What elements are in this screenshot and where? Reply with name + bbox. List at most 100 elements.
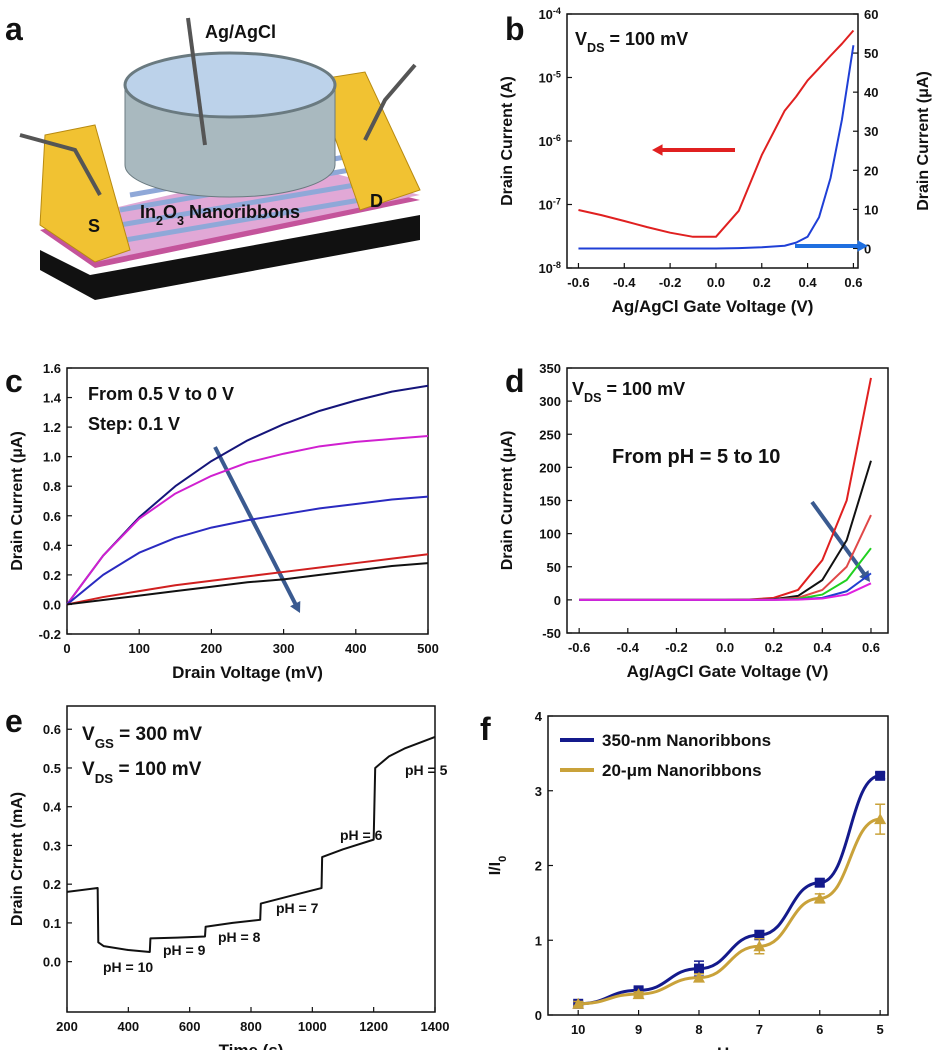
arrow-head <box>859 570 870 582</box>
y-axis-label-part: 0 <box>497 856 509 862</box>
source-label: S <box>88 216 100 236</box>
x-tick-label: 0.2 <box>753 275 771 290</box>
y-axis-label: Drain Current (A) <box>499 76 516 206</box>
x-tick-label: 500 <box>417 641 439 656</box>
annotation-part: DS <box>95 771 114 786</box>
x-axis-label: Time (s) <box>219 1041 284 1050</box>
marker <box>813 892 826 904</box>
y-axis-label: Drain Current (μA) <box>9 431 26 571</box>
cell-top <box>123 51 337 119</box>
y-tick-label: 0.1 <box>43 916 61 931</box>
y-tick-label: 0.6 <box>43 509 61 524</box>
source-probe <box>19 133 102 196</box>
data-line <box>66 434 429 606</box>
substrate <box>40 215 420 300</box>
x-tick-label: 400 <box>117 1019 139 1034</box>
drain-electrode <box>314 71 421 211</box>
y-axis-label: Drain Crrent (mA) <box>9 792 26 926</box>
annotation: pH = 9 <box>163 942 206 958</box>
x-tick-label: -0.4 <box>617 640 640 655</box>
annotation-part: DS <box>587 41 605 55</box>
arrow-head <box>652 144 663 156</box>
y2-tick-label: 0 <box>864 241 871 256</box>
y-tick-label: 0.6 <box>43 722 61 737</box>
marker <box>693 963 704 974</box>
y-tick-label: 150 <box>539 494 561 509</box>
annotation-part: V <box>82 724 95 745</box>
y-tick-label: 0.2 <box>43 568 61 583</box>
y-tick-label: 350 <box>539 361 561 376</box>
x-tick-label: 1400 <box>421 1019 450 1034</box>
x-tick-label: 0 <box>63 641 70 656</box>
data-line <box>579 582 872 601</box>
source-electrode <box>39 124 131 263</box>
channel-label-part: 2 <box>156 214 163 228</box>
x-tick-label: 100 <box>128 641 150 656</box>
x-tick-label: 0.4 <box>813 640 832 655</box>
annotation: From pH = 5 to 10 <box>612 446 780 468</box>
y-tick-label: 10-7 <box>538 197 561 213</box>
x-axis-label: Drain Voltage (mV) <box>172 663 323 682</box>
channel-label-part: In <box>140 202 156 222</box>
x-tick-label: 0.4 <box>799 275 818 290</box>
y-tick-label: 10-5 <box>538 70 561 86</box>
y-tick-label: 0.3 <box>43 838 61 853</box>
y-tick-label: 1.2 <box>43 420 61 435</box>
panel-label: b <box>505 11 525 47</box>
y-tick-label: 1.6 <box>43 361 61 376</box>
y-tick-label: 250 <box>539 427 561 442</box>
annotation-part: = 300 mV <box>114 724 203 745</box>
x-axis-label: Ag/AgCl Gate Voltage (V) <box>612 297 814 316</box>
y-tick-label: 200 <box>539 460 561 475</box>
data-line <box>66 736 436 953</box>
marker <box>572 997 585 1009</box>
annotation: From 0.5 V to 0 V <box>88 384 234 404</box>
y-tick-label: 10-8 <box>538 260 561 276</box>
plot-frame <box>66 367 429 635</box>
y2-tick-label: 30 <box>864 124 878 139</box>
x-tick-label: 400 <box>345 641 367 656</box>
y-tick-label-part: -6 <box>553 133 561 143</box>
x-axis-label: Ag/AgCl Gate Voltage (V) <box>627 662 829 681</box>
panel: b-0.6 -0.4 -0.2 0.0 0.2 0.4 0.610-810-710-610-… <box>499 6 932 316</box>
y-tick-label: 1 <box>535 933 542 948</box>
y-tick-label: 0.0 <box>43 597 61 612</box>
x-tick-label: 0.6 <box>844 275 862 290</box>
arrow-head <box>290 601 301 613</box>
annotation: pH = 7 <box>276 900 319 916</box>
panel: c 0 100 200 300 400 500 -0.2 0.0 0.2 0.4 0.6 0.8 1.0 1… <box>5 361 439 682</box>
x-tick-label: -0.2 <box>659 275 681 290</box>
x-tick-label: 0.6 <box>862 640 880 655</box>
data-line <box>578 29 855 238</box>
data-line <box>579 547 872 601</box>
annotation: pH = 10 <box>103 959 153 975</box>
x-tick-label: 9 <box>635 1022 642 1037</box>
annotation-part: V <box>572 379 584 399</box>
x-tick-label: 5 <box>877 1022 884 1037</box>
y-axis-label: Drain Current (μA) <box>499 431 516 571</box>
y-tick-label: -50 <box>542 626 561 641</box>
y-tick-label: 3 <box>535 784 542 799</box>
panel-label: c <box>5 363 23 399</box>
y2-tick-label: 20 <box>864 163 878 178</box>
marker <box>692 971 705 983</box>
data-line <box>579 460 872 601</box>
x-tick-label: 200 <box>56 1019 78 1034</box>
y-tick-label: 10-6 <box>538 133 561 149</box>
arrow-head <box>857 240 868 252</box>
y-tick-label: 2 <box>535 859 542 874</box>
channel-label: In2O3 Nanoribbons <box>140 202 300 228</box>
y2-tick-label: 10 <box>864 202 878 217</box>
y-tick-label-part: 10 <box>538 261 552 276</box>
y-tick-label-part: -4 <box>553 6 562 16</box>
y-tick-label-part: -8 <box>553 260 561 270</box>
y-axis-label: I/I0 <box>487 856 509 876</box>
x-tick-label: 8 <box>695 1022 702 1037</box>
marker <box>754 930 765 941</box>
data-line <box>578 45 855 250</box>
panel: e 200 400 600 800 1000 1200 1400 0.0 0.1 0.2 0.3 0.4… <box>5 703 449 1050</box>
marker <box>875 770 886 781</box>
data-line <box>66 562 429 606</box>
